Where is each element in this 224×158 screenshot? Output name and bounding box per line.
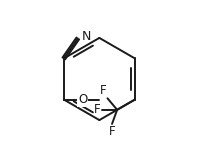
Text: F: F [100,84,107,97]
Text: O: O [78,93,87,106]
Text: N: N [81,30,91,43]
Text: F: F [94,103,101,116]
Text: F: F [109,125,115,138]
